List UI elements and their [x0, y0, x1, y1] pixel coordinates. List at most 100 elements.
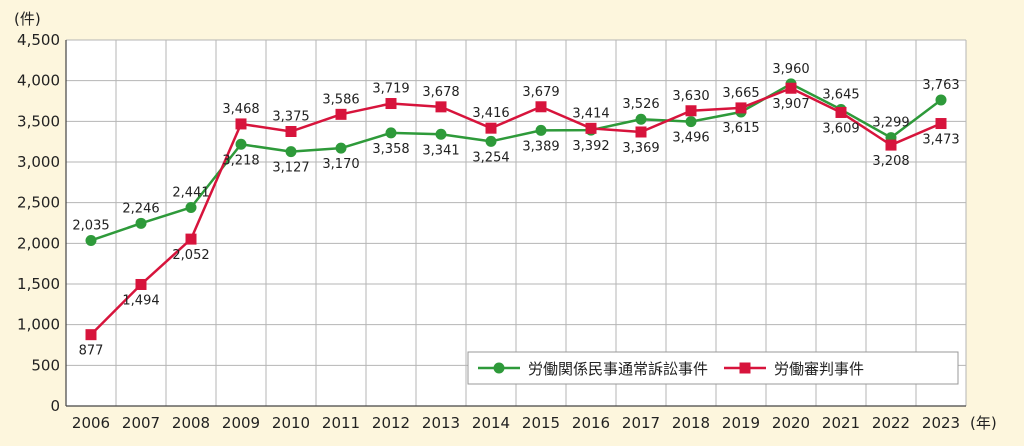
x-tick-label: 2009 — [222, 414, 260, 432]
legend: 労働関係民事通常訴訟事件 労働審判事件 — [467, 351, 959, 385]
y-tick-label: 2,500 — [17, 194, 60, 212]
data-labels: 2,035 877 2,246 1,494 2,441 2,052 3,218 3,468 3,… — [72, 62, 959, 359]
data-label-series-0: 2,035 — [72, 218, 109, 233]
data-label-series-0: 3,170 — [322, 157, 359, 172]
x-tick-label: 2013 — [422, 414, 460, 432]
x-tick-label: 2010 — [272, 414, 310, 432]
data-label-series-1: 877 — [79, 344, 104, 359]
legend-box — [467, 351, 959, 385]
series-1-point — [85, 329, 97, 341]
data-label-series-1: 3,468 — [222, 102, 259, 117]
series-0-point — [635, 113, 647, 125]
y-tick-label: 500 — [31, 356, 60, 374]
y-tick-label: 1,500 — [17, 275, 60, 293]
series-1-point — [735, 102, 747, 114]
data-label-series-0: 3,960 — [772, 62, 809, 77]
x-tick-label: 2022 — [872, 414, 910, 432]
y-unit-label: (件) — [14, 10, 41, 28]
x-tick-label: 2014 — [472, 414, 510, 432]
series-1-point — [885, 139, 897, 151]
series-1-point — [235, 118, 247, 130]
series-1-point — [185, 233, 197, 245]
data-label-series-1: 3,416 — [472, 106, 509, 121]
legend-label-tribunal: 労働審判事件 — [774, 360, 864, 378]
axes: 0 500 1,000 1,500 2,000 2,500 3,000 3,500 4,000 4… — [17, 31, 966, 432]
series-0-point — [135, 217, 147, 229]
data-label-series-1: 3,630 — [672, 89, 709, 104]
legend-label-civil: 労働関係民事通常訴訟事件 — [528, 360, 708, 378]
x-unit-label: (年) — [970, 414, 997, 432]
data-label-series-0: 3,615 — [722, 121, 759, 136]
series-1-point — [385, 98, 397, 110]
x-tick-label: 2008 — [172, 414, 210, 432]
series-0-point — [435, 128, 447, 140]
data-label-series-0: 3,299 — [872, 116, 909, 131]
series-0-point — [335, 142, 347, 154]
x-tick-label: 2016 — [572, 414, 610, 432]
data-label-series-0: 3,254 — [472, 150, 509, 165]
x-tick-label: 2007 — [122, 414, 160, 432]
series-0-point — [235, 138, 247, 150]
x-tick-label: 2020 — [772, 414, 810, 432]
data-label-series-0: 3,341 — [422, 143, 459, 158]
data-label-series-1: 3,473 — [922, 133, 959, 148]
x-tick-label: 2011 — [322, 414, 360, 432]
data-label-series-0: 3,526 — [622, 97, 659, 112]
series-0-point — [385, 127, 397, 139]
data-label-series-1: 3,907 — [772, 97, 809, 112]
x-tick-label: 2023 — [922, 414, 960, 432]
data-label-series-1: 3,678 — [422, 85, 459, 100]
series-1-point — [635, 126, 647, 138]
data-label-series-1: 3,679 — [522, 85, 559, 100]
data-label-series-0: 3,127 — [272, 161, 309, 176]
x-tick-label: 2017 — [622, 414, 660, 432]
y-tick-label: 3,000 — [17, 153, 60, 171]
series-1-point — [835, 106, 847, 118]
data-label-series-1: 3,375 — [272, 110, 309, 125]
legend-marker-tribunal — [739, 362, 751, 374]
series-1-point — [935, 118, 947, 130]
y-tick-label: 0 — [50, 397, 60, 415]
data-label-series-1: 3,719 — [372, 82, 409, 97]
y-tick-label: 4,500 — [17, 31, 60, 49]
data-label-series-1: 3,609 — [822, 121, 859, 136]
x-tick-label: 2018 — [672, 414, 710, 432]
data-label-series-1: 3,369 — [622, 141, 659, 156]
series-1-point — [335, 108, 347, 120]
data-label-series-1: 1,494 — [122, 293, 159, 308]
series — [85, 78, 947, 341]
data-label-series-1: 3,208 — [872, 154, 909, 169]
data-label-series-1: 3,414 — [572, 106, 609, 121]
y-tick-label: 4,000 — [17, 72, 60, 90]
data-label-series-0: 3,358 — [372, 142, 409, 157]
y-tick-label: 3,500 — [17, 112, 60, 130]
legend-marker-civil — [493, 362, 505, 374]
series-1-point — [535, 101, 547, 113]
series-0-point — [485, 135, 497, 147]
y-tick-label: 1,000 — [17, 316, 60, 334]
y-tick-label: 2,000 — [17, 234, 60, 252]
data-label-series-1: 2,052 — [172, 248, 209, 263]
x-tick-label: 2006 — [72, 414, 110, 432]
series-1-point — [685, 105, 697, 117]
data-label-series-0: 3,645 — [822, 88, 859, 103]
data-label-series-1: 3,665 — [722, 86, 759, 101]
x-tick-label: 2021 — [822, 414, 860, 432]
series-0-point — [185, 201, 197, 213]
series-1-point — [285, 126, 297, 137]
data-label-series-0: 3,389 — [522, 139, 559, 154]
series-0-point — [935, 94, 947, 106]
series-0-point — [285, 146, 297, 158]
data-label-series-0: 3,392 — [572, 139, 609, 154]
data-label-series-0: 2,246 — [122, 201, 159, 216]
series-1-point — [135, 278, 147, 290]
series-1-point — [485, 122, 497, 134]
series-1-point — [585, 122, 597, 134]
data-label-series-1: 3,586 — [322, 92, 359, 107]
data-label-series-0: 3,496 — [672, 131, 709, 146]
x-tick-label: 2012 — [372, 414, 410, 432]
series-line-1 — [90, 86, 942, 336]
data-label-series-0: 2,441 — [172, 185, 209, 200]
